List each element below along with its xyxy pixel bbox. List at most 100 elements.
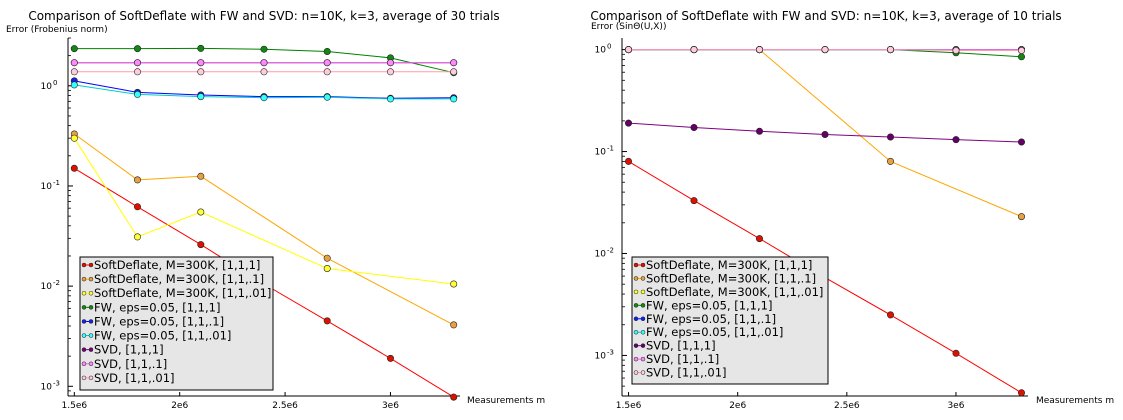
data-point	[323, 59, 331, 67]
data-point	[70, 68, 78, 76]
legend-marker	[640, 343, 646, 348]
data-point	[952, 349, 960, 357]
legend-entry: SVD, [1,1,.01]	[94, 371, 175, 385]
legend-marker	[633, 303, 639, 308]
data-point	[323, 254, 331, 262]
legend-marker	[633, 316, 639, 322]
chart-1: Comparison of SoftDeflate with FW and SV…	[6, 9, 545, 411]
y-tick-label: 10	[595, 148, 607, 158]
data-point	[134, 233, 142, 241]
legend-marker	[633, 262, 639, 268]
legend-entry: FW, eps=0.05, [1,1,.01]	[646, 325, 783, 339]
data-point	[197, 208, 205, 216]
legend-box	[631, 256, 829, 385]
chart-title: Comparison of SoftDeflate with FW and SV…	[590, 9, 1061, 23]
data-point	[134, 59, 142, 67]
series-2	[70, 130, 458, 329]
legend: SoftDeflate, M=300K, [1,1,1]SoftDeflate,…	[631, 256, 829, 385]
x-tick-label: 3e6	[382, 401, 399, 411]
legend-marker	[88, 333, 94, 338]
data-point	[70, 134, 78, 142]
legend-marker	[88, 361, 94, 367]
x-axis-label: Measurements m	[467, 396, 545, 406]
data-point	[386, 354, 394, 362]
data-point	[952, 46, 960, 54]
legend-entry: SVD, [1,1,.1]	[94, 357, 167, 371]
data-point	[690, 197, 698, 205]
data-point	[1017, 213, 1025, 221]
x-tick-label: 2.5e6	[272, 401, 298, 411]
data-point	[70, 81, 78, 89]
series-9	[624, 46, 1025, 54]
x-tick-label: 1.5e6	[616, 401, 642, 411]
data-point	[323, 68, 331, 76]
y-tick-exponent: -1	[607, 145, 614, 153]
data-point	[886, 133, 894, 141]
x-tick-label: 2e6	[171, 401, 188, 411]
series-9	[70, 68, 458, 76]
legend-marker	[633, 356, 639, 362]
series-6	[70, 81, 458, 103]
legend-marker	[640, 303, 646, 308]
data-point	[886, 311, 894, 319]
data-point	[134, 45, 142, 53]
data-point	[624, 119, 632, 127]
series-7	[624, 119, 1025, 146]
x-tick-label: 1.5e6	[62, 401, 88, 411]
y-tick-label: 10	[41, 382, 53, 392]
legend-marker	[88, 375, 94, 381]
data-point	[323, 264, 331, 272]
legend-marker	[640, 262, 646, 268]
data-point	[755, 46, 763, 54]
legend-marker	[640, 356, 646, 362]
legend-marker	[81, 319, 87, 324]
legend-entry: SoftDeflate, M=300K, [1,1,1]	[94, 258, 260, 272]
legend-marker	[88, 305, 94, 310]
chart-2: Comparison of SoftDeflate with FW and SV…	[590, 9, 1114, 411]
data-point	[323, 47, 331, 55]
legend-marker	[633, 276, 639, 281]
y-tick-exponent: 0	[53, 79, 57, 87]
y-tick-exponent: -2	[53, 279, 60, 287]
legend-entry: SVD, [1,1,.1]	[646, 352, 719, 366]
data-point	[323, 317, 331, 325]
legend-entry: SoftDeflate, M=300K, [1,1,.01]	[646, 285, 823, 299]
y-tick-label: 10	[41, 282, 53, 292]
y-tick-exponent: -1	[53, 179, 60, 187]
data-point	[450, 59, 458, 67]
data-point	[821, 46, 829, 54]
x-tick-label: 3e6	[947, 401, 964, 411]
legend-marker	[88, 290, 94, 296]
legend-entry: FW, eps=0.05, [1,1,.01]	[94, 329, 231, 343]
data-point	[260, 68, 268, 76]
legend-entry: SVD, [1,1,.01]	[646, 366, 727, 380]
legend-marker	[640, 316, 646, 322]
data-point	[134, 176, 142, 184]
data-point	[323, 93, 331, 101]
data-point	[260, 45, 268, 53]
legend-marker	[633, 289, 639, 295]
y-tick-exponent: -3	[607, 348, 614, 356]
legend-marker	[88, 347, 94, 352]
legend-box	[79, 256, 274, 391]
legend-marker	[81, 276, 87, 282]
data-point	[70, 164, 78, 172]
data-point	[690, 124, 698, 132]
data-point	[1017, 46, 1025, 54]
x-tick-label: 2e6	[729, 401, 746, 411]
legend-marker	[633, 329, 639, 335]
data-point	[886, 46, 894, 54]
series-8	[70, 59, 458, 67]
data-point	[386, 68, 394, 76]
legend-marker	[88, 319, 94, 324]
legend-marker	[81, 333, 87, 338]
legend-entry: SoftDeflate, M=300K, [1,1,.1]	[646, 271, 816, 285]
legend-entry: FW, eps=0.05, [1,1,.1]	[94, 314, 224, 328]
legend-entry: SoftDeflate, M=300K, [1,1,.1]	[94, 272, 264, 286]
data-point	[755, 127, 763, 135]
data-point	[624, 157, 632, 165]
data-point	[1017, 53, 1025, 61]
data-point	[260, 94, 268, 102]
data-point	[450, 68, 458, 76]
